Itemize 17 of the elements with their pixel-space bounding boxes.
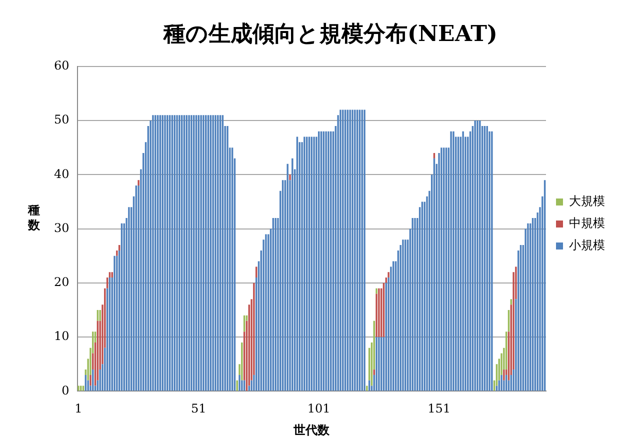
legend-label: 大規模 xyxy=(569,194,605,208)
legend-label: 小規模 xyxy=(569,238,605,252)
x-tick-label: 151 xyxy=(428,402,450,416)
y-tick-label: 40 xyxy=(54,166,70,181)
legend-label: 中規模 xyxy=(569,216,605,230)
x-tick-label: 51 xyxy=(191,402,206,416)
y-tick-label: 20 xyxy=(54,275,70,290)
y-tick-label: 0 xyxy=(62,383,70,398)
y-tick-label: 50 xyxy=(54,112,70,127)
y-tick-label: 30 xyxy=(54,220,70,235)
chart-title: 種の生成傾向と規模分布(NEAT) xyxy=(162,20,498,47)
x-tick-label: 101 xyxy=(307,402,330,416)
y-axis-title: 種数 xyxy=(26,203,41,233)
x-tick-label: 1 xyxy=(74,402,82,416)
x-axis-title: 世代数 xyxy=(292,422,331,437)
y-tick-label: 60 xyxy=(54,58,70,73)
y-tick-label: 10 xyxy=(54,329,70,344)
